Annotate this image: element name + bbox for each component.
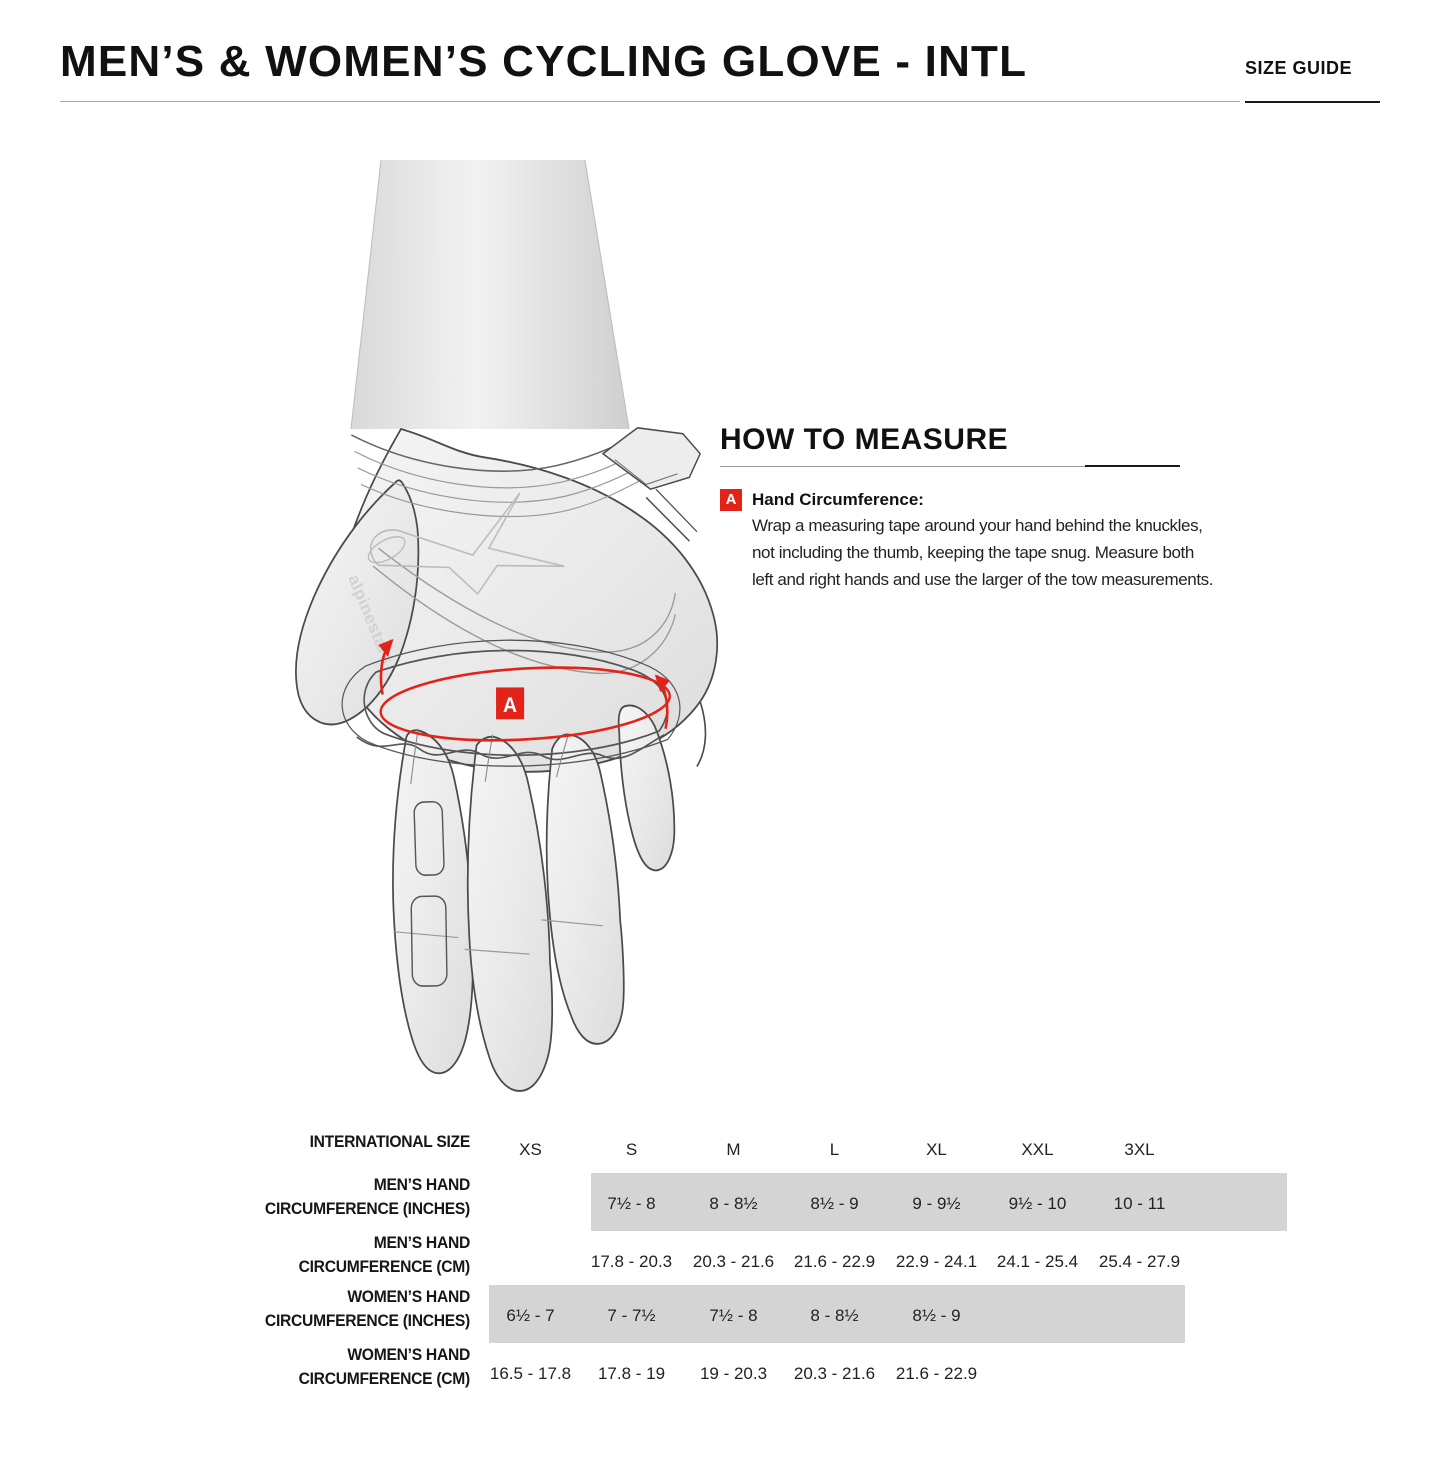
svg-text:A: A	[503, 694, 517, 717]
